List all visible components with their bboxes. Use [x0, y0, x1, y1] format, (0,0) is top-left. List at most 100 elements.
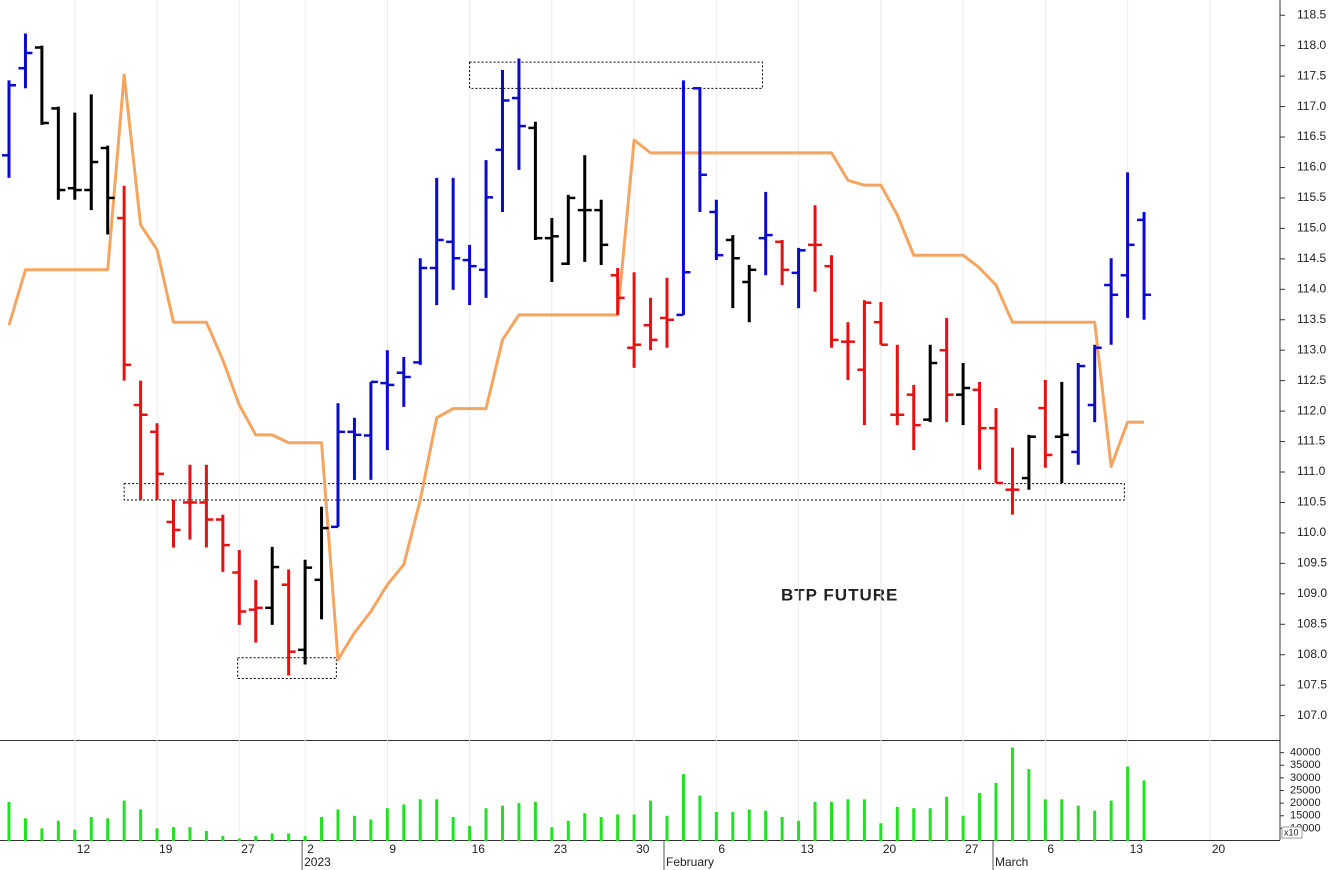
y-tick-label: 112.5 — [1297, 373, 1326, 387]
volume-bar — [747, 809, 751, 841]
x-tick-label: 13 — [801, 842, 815, 856]
x-tick-label: 6 — [1047, 842, 1054, 856]
volume-bar — [1076, 805, 1080, 841]
volume-bar — [435, 799, 439, 841]
y-tick-label: 109.5 — [1297, 556, 1327, 570]
volume-bar — [879, 823, 883, 841]
volume-bar — [106, 818, 110, 841]
volume-bar — [287, 833, 291, 841]
x-tick-label: 2 — [307, 842, 314, 856]
level-box — [469, 61, 763, 89]
y-tick-label: 113.0 — [1297, 342, 1326, 356]
y-tick-label: 108.5 — [1297, 616, 1327, 630]
y-tick-label: 118.0 — [1297, 38, 1326, 52]
volume-bar — [550, 827, 554, 841]
volume-bar — [1109, 800, 1113, 841]
volume-scale-label: x10 — [1284, 827, 1299, 837]
volume-bar — [846, 799, 850, 841]
volume-bar — [862, 799, 866, 841]
y-tick-label: 115.5 — [1297, 190, 1326, 204]
volume-bar — [1093, 810, 1097, 841]
volume-bar — [1060, 799, 1064, 841]
volume-tick-label: 40000 — [1290, 747, 1321, 759]
y-tick-label: 109.0 — [1297, 586, 1327, 600]
y-tick-label: 117.0 — [1297, 99, 1326, 113]
volume-bar — [320, 817, 324, 841]
volume-bar — [1010, 747, 1014, 841]
x-tick-label: 23 — [554, 842, 568, 856]
volume-bar — [369, 819, 373, 841]
y-tick-label: 118.5 — [1297, 7, 1326, 21]
volume-bar — [385, 808, 389, 841]
x-tick-label: 9 — [389, 842, 396, 856]
annotation: BTP FUTURE — [781, 585, 898, 604]
y-tick-label: 112.0 — [1297, 403, 1326, 417]
volume-bar — [1126, 766, 1130, 841]
volume-bar — [336, 809, 340, 841]
volume-bar — [172, 827, 175, 841]
x-group-label: 2023 — [304, 855, 331, 869]
volume-bar — [73, 829, 77, 841]
volume-bar — [139, 809, 143, 841]
y-tick-label: 110.0 — [1297, 525, 1326, 539]
volume-tick-label: 30000 — [1290, 772, 1321, 784]
volume-bar — [665, 815, 669, 841]
y-tick-label: 111.0 — [1297, 464, 1326, 478]
volume-bar — [566, 820, 570, 841]
x-tick-label: 13 — [1130, 842, 1144, 856]
volume-bar — [632, 814, 636, 841]
volume-bar — [1027, 769, 1031, 841]
x-group-label: February — [666, 855, 714, 869]
volume-bar — [681, 774, 685, 841]
volume-bar — [56, 820, 60, 841]
volume-bar — [352, 815, 356, 841]
volume-bar — [418, 799, 422, 841]
volume-bar — [714, 811, 718, 841]
x-tick-label: 19 — [159, 842, 173, 856]
x-tick-label: 12 — [77, 842, 91, 856]
volume-bar — [221, 835, 225, 841]
x-tick-label: 20 — [1212, 842, 1226, 856]
volume-bar — [254, 835, 258, 841]
volume-bar — [797, 820, 801, 841]
volume-tick-label: 15000 — [1290, 810, 1321, 822]
volume-bar — [780, 817, 784, 841]
volume-bar — [484, 808, 488, 841]
y-tick-label: 110.5 — [1297, 495, 1326, 509]
volume-bar — [237, 838, 241, 841]
volume-bar — [616, 814, 620, 841]
y-tick-label: 116.0 — [1297, 160, 1326, 174]
volume-bar — [830, 801, 833, 841]
volume-bar — [895, 806, 899, 841]
volume-tick-label: 20000 — [1290, 797, 1321, 809]
x-tick-label: 27 — [965, 842, 979, 856]
volume-bar — [764, 810, 768, 841]
volume-bar — [912, 808, 916, 841]
x-tick-label: 27 — [241, 842, 255, 856]
x-tick-label: 16 — [472, 842, 486, 856]
volume-bar — [155, 828, 159, 841]
volume-bar — [961, 815, 965, 841]
volume-bar — [1043, 799, 1047, 841]
volume-bar — [599, 817, 603, 841]
volume-bar — [1142, 780, 1146, 841]
volume-bar — [122, 800, 126, 841]
y-tick-label: 114.5 — [1297, 251, 1326, 265]
volume-bar — [731, 811, 735, 841]
volume-bar — [978, 793, 982, 841]
x-tick-label: 6 — [718, 842, 725, 856]
volume-bar — [270, 833, 274, 841]
scale-label-box — [1281, 826, 1303, 839]
y-tick-label: 111.5 — [1297, 434, 1326, 448]
volume-bar — [23, 818, 27, 841]
volume-tick-label: 25000 — [1290, 784, 1321, 796]
y-tick-label: 116.5 — [1297, 129, 1326, 143]
volume-bar — [928, 808, 932, 841]
volume-bar — [533, 801, 537, 841]
volume-bar — [649, 800, 653, 841]
volume-bar — [402, 804, 406, 841]
x-group-label: March — [995, 855, 1028, 869]
